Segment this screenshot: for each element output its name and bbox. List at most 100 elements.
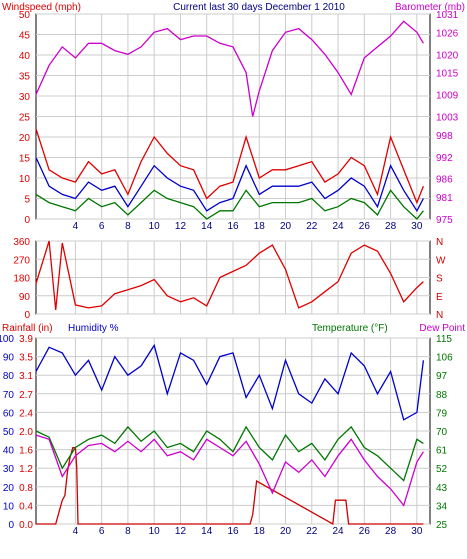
x-tick-label: 18 — [254, 526, 266, 537]
temperature-tick-label: 61 — [436, 446, 448, 457]
compass-tick-label: W — [436, 255, 446, 266]
temperature-tick-label: 88 — [436, 390, 448, 401]
x-tick-label: 12 — [175, 526, 187, 537]
rain-tick-label: 0.8 — [19, 483, 33, 494]
x-tick-label: 10 — [149, 221, 161, 232]
y-tick-label-right: 1020 — [436, 50, 459, 61]
temperature-tick-label: 25 — [436, 520, 448, 531]
y-tick-label-left: 270 — [13, 255, 30, 266]
humidity-tick-label: 30 — [3, 464, 15, 475]
header-labels: Windspeed (mph) Current last 30 days Dec… — [2, 2, 465, 334]
x-tick-label: 14 — [201, 526, 213, 537]
y-tick-label-left: 20 — [19, 133, 31, 144]
x-tick-label: 18 — [254, 221, 266, 232]
temperature-tick-label: 79 — [436, 408, 448, 419]
y-tick-label-left: 35 — [19, 72, 31, 83]
rain-tick-label: 3.9 — [19, 334, 33, 345]
y-tick-label-left: 0 — [24, 310, 30, 321]
series-line — [35, 189, 424, 220]
humidity-tick-label: 40 — [3, 446, 15, 457]
y-tick-label-right: 1015 — [436, 69, 459, 80]
temperature-tick-label: 106 — [436, 353, 453, 364]
compass-tick-label: E — [436, 292, 443, 303]
rainfall-axis-label: Rainfall (in) — [2, 323, 53, 334]
temperature-tick-label: 52 — [436, 464, 448, 475]
temperature-tick-label: 97 — [436, 371, 448, 382]
temperature-tick-label: 70 — [436, 427, 448, 438]
rain-tick-label: 2.0 — [19, 427, 33, 438]
y-tick-label-left: 25 — [19, 113, 31, 124]
x-tick-label: 26 — [359, 221, 371, 232]
y-tick-label-right: 975 — [436, 215, 453, 226]
humidity-tick-label: 60 — [3, 408, 15, 419]
humidity-tick-label: 100 — [0, 334, 14, 345]
humidity-tick-label: 10 — [3, 501, 15, 512]
x-tick-label: 20 — [280, 221, 292, 232]
y-tick-label-right: 981 — [436, 193, 453, 204]
rain-humidity-temperature-panel: 4 6 8 10 12 14 16 18 20 22 24 26 28 30 0 0.0 25 10 0.4 34 20… — [0, 334, 453, 537]
y-tick-label-left: 90 — [19, 292, 31, 303]
humidity-tick-label: 70 — [3, 390, 15, 401]
rain-tick-label: 0.4 — [19, 501, 33, 512]
x-tick-label: 22 — [306, 526, 318, 537]
y-tick-label-left: 5 — [24, 195, 30, 206]
wind-barometer-panel: 4 6 8 10 12 14 16 18 20 22 24 26 28 30051015202530354… — [19, 10, 459, 232]
y-tick-label-right: 992 — [436, 153, 453, 164]
x-tick-label: 14 — [201, 221, 213, 232]
barometer-axis-label: Barometer (mb) — [395, 2, 465, 13]
x-tick-label: 30 — [411, 221, 423, 232]
temperature-tick-label: 34 — [436, 501, 448, 512]
x-tick-label: 6 — [99, 526, 105, 537]
series-line — [35, 128, 425, 205]
compass-tick-label: N — [436, 310, 443, 321]
series-line — [35, 20, 424, 117]
rain-tick-label: 0.0 — [19, 520, 33, 531]
humidity-tick-label: 0 — [8, 520, 14, 531]
humidity-axis-label: Humidity % — [68, 323, 119, 334]
x-tick-label: 28 — [385, 221, 397, 232]
rain-tick-label: 3.1 — [19, 371, 33, 382]
x-tick-label: 10 — [149, 526, 161, 537]
rain-tick-label: 2.4 — [19, 408, 33, 419]
x-tick-label: 4 — [73, 526, 79, 537]
y-tick-label-left: 45 — [19, 31, 31, 42]
rain-tick-label: 3.5 — [19, 353, 33, 364]
temperature-axis-label: Temperature (°F) — [312, 323, 388, 334]
y-tick-label-left: 0 — [24, 215, 30, 226]
y-tick-label-left: 360 — [13, 237, 30, 248]
x-tick-label: 6 — [99, 221, 105, 232]
temperature-tick-label: 43 — [436, 483, 448, 494]
rain-tick-label: 1.2 — [19, 464, 33, 475]
series-line — [35, 240, 424, 310]
y-tick-label-left: 180 — [13, 274, 30, 285]
x-tick-label: 22 — [306, 221, 318, 232]
x-tick-label: 8 — [125, 526, 131, 537]
series-line — [35, 157, 424, 213]
x-tick-label: 20 — [280, 526, 292, 537]
x-tick-label: 16 — [227, 221, 239, 232]
y-tick-label-left: 10 — [19, 174, 31, 185]
x-tick-label: 26 — [359, 526, 371, 537]
y-tick-label-left: 15 — [19, 154, 31, 165]
y-tick-label-left: 50 — [19, 10, 31, 21]
humidity-tick-label: 50 — [3, 427, 15, 438]
y-tick-label-right: 1031 — [436, 10, 459, 21]
humidity-tick-label: 80 — [3, 371, 15, 382]
rain-tick-label: 1.6 — [19, 446, 33, 457]
y-tick-label-right: 1009 — [436, 91, 459, 102]
series-line — [35, 425, 424, 482]
humidity-tick-label: 90 — [3, 353, 15, 364]
series-line — [35, 343, 425, 421]
series-line — [36, 447, 424, 526]
x-tick-label: 4 — [73, 221, 79, 232]
y-tick-label-right: 998 — [436, 131, 453, 142]
x-tick-label: 24 — [333, 221, 345, 232]
x-tick-label: 30 — [411, 526, 423, 537]
y-tick-label-left: 30 — [19, 92, 31, 103]
x-tick-label: 28 — [385, 526, 397, 537]
compass-tick-label: N — [436, 237, 443, 248]
y-tick-label-right: 1003 — [436, 113, 459, 124]
x-tick-label: 8 — [125, 221, 131, 232]
